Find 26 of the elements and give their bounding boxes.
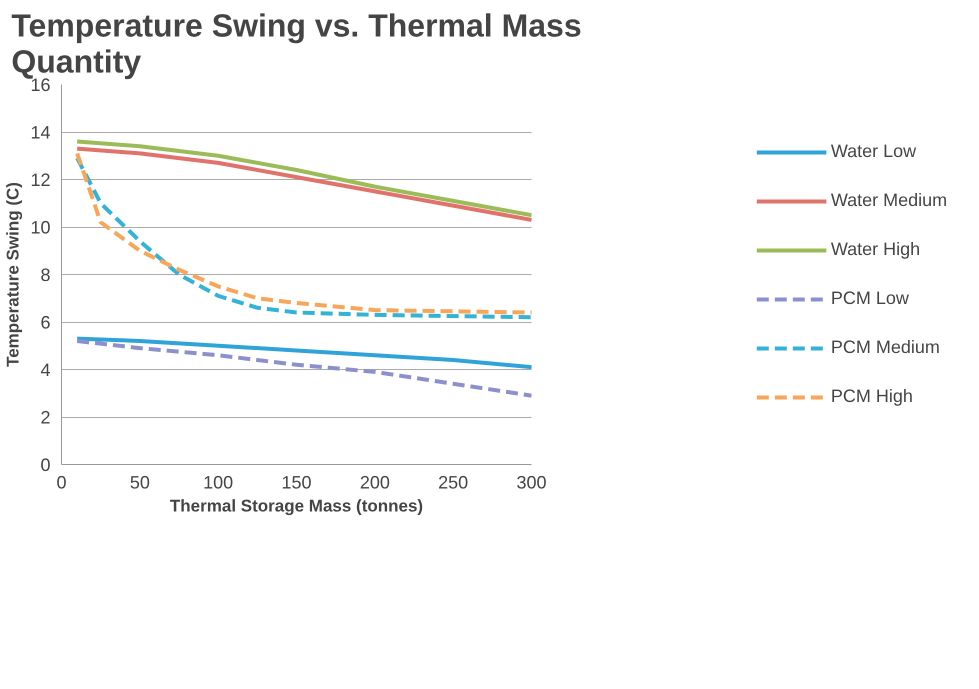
x-axis-title: Thermal Storage Mass (tonnes) xyxy=(170,496,424,516)
x-tick-label: 150 xyxy=(281,472,312,492)
legend-label: Water Medium xyxy=(830,190,948,211)
legend-label: PCM High xyxy=(830,386,913,407)
line-series xyxy=(75,339,532,398)
x-tick-label: 100 xyxy=(203,472,234,492)
y-tick-label: 2 xyxy=(40,408,51,428)
legend-label: PCM Medium xyxy=(830,337,940,358)
line-series xyxy=(75,336,532,370)
y-tick-label: 6 xyxy=(40,312,51,332)
x-tick-label: 250 xyxy=(438,472,468,492)
y-tick-label: 14 xyxy=(30,122,51,142)
x-tick-label: 0 xyxy=(56,472,67,492)
x-tick-label: 50 xyxy=(130,472,150,492)
y-axis-title: Temperature Swing (C) xyxy=(3,182,22,367)
y-tick-label: 0 xyxy=(40,455,51,475)
y-tick-label: 4 xyxy=(40,360,51,380)
legend-label: Water High xyxy=(830,239,920,260)
y-tick-label: 12 xyxy=(30,170,51,190)
chart-title: Temperature Swing vs. Thermal Mass Quantity xyxy=(11,8,582,80)
legend-label: PCM Low xyxy=(830,288,909,309)
x-tick-label: 300 xyxy=(516,472,547,492)
legend-label: Water Low xyxy=(830,141,916,162)
x-tick-label: 200 xyxy=(360,472,390,492)
y-tick-label: 10 xyxy=(30,218,51,238)
y-tick-label: 8 xyxy=(40,265,51,285)
